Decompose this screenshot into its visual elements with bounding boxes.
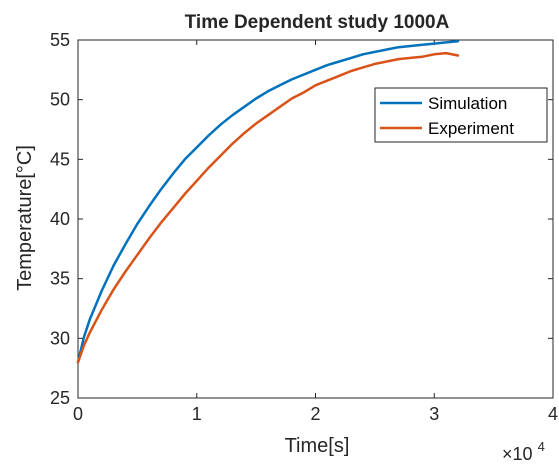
- y-tick-label: 25: [50, 388, 70, 408]
- x-tick-label: 4: [548, 404, 558, 424]
- y-axis-label: Temperature[°C]: [14, 145, 36, 291]
- x-axis-multiplier-base: ×10: [502, 444, 533, 464]
- y-tick-label: 45: [50, 149, 70, 169]
- x-axis-multiplier: ×10 4: [502, 439, 545, 464]
- legend: Simulation Experiment: [374, 87, 548, 143]
- chart-title: Time Dependent study 1000A: [185, 12, 450, 33]
- legend-box: [374, 87, 548, 143]
- y-tick-label: 35: [50, 269, 70, 289]
- series-layer: [76, 39, 460, 364]
- legend-label-simulation: Simulation: [428, 94, 507, 113]
- series-line-simulation: [76, 39, 460, 364]
- series-line-experiment: [76, 51, 460, 364]
- x-axis-label: Time[s]: [285, 435, 350, 457]
- y-axis-ticks: 25 30 35 40 45 50 55: [50, 30, 553, 408]
- x-axis-ticks: 0 1 2 3 4: [73, 40, 558, 424]
- x-tick-label: 0: [73, 404, 83, 424]
- legend-label-experiment: Experiment: [428, 119, 514, 138]
- y-tick-label: 40: [50, 209, 70, 229]
- y-tick-label: 55: [50, 30, 70, 50]
- x-tick-label: 1: [192, 404, 202, 424]
- x-axis-multiplier-exponent: 4: [538, 439, 545, 454]
- x-tick-label: 2: [310, 404, 320, 424]
- x-tick-label: 3: [429, 404, 439, 424]
- y-tick-label: 50: [50, 90, 70, 110]
- y-tick-label: 30: [50, 328, 70, 348]
